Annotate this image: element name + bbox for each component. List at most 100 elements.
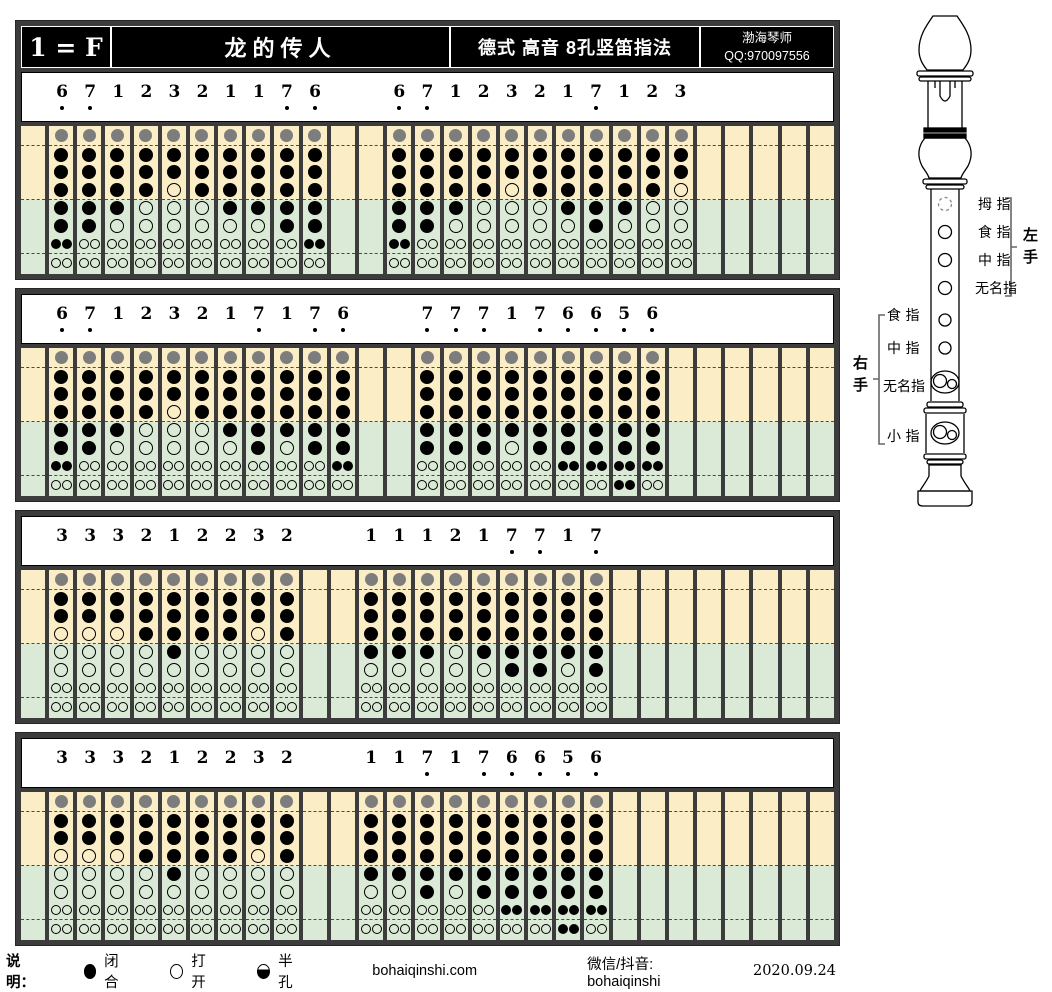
hole-row xyxy=(21,439,45,457)
hole-closed-dot xyxy=(645,440,660,455)
hole-closed-dot xyxy=(645,387,660,402)
hole-row xyxy=(782,625,806,643)
thumb-hole-dot xyxy=(449,129,463,142)
hole-row xyxy=(387,830,411,848)
hole-row xyxy=(162,812,186,830)
hole-row xyxy=(359,625,383,643)
low-octave-dot xyxy=(594,106,599,110)
hole-open-dot xyxy=(223,440,238,455)
double-hole-row xyxy=(443,235,468,254)
thumb-row xyxy=(218,126,243,146)
double-hole-row xyxy=(21,254,45,273)
hole-closed-dot xyxy=(223,201,238,216)
thumb-row xyxy=(105,348,130,368)
small-hole-open-dot xyxy=(146,238,157,249)
hole-row xyxy=(246,200,270,218)
left-hand-zone xyxy=(161,792,186,866)
hole-row xyxy=(584,368,608,386)
small-hole-open-dot xyxy=(388,702,399,712)
hole-row xyxy=(190,830,214,848)
hole-row xyxy=(162,439,186,457)
hole-row xyxy=(21,661,45,679)
hole-closed-dot xyxy=(392,867,407,882)
thumb-hole-dot xyxy=(533,351,547,364)
low-octave-dot xyxy=(425,106,430,110)
hole-closed-dot xyxy=(561,165,576,180)
hole-closed-dot xyxy=(54,387,69,402)
hole-row xyxy=(105,847,129,865)
hole-closed-dot xyxy=(674,165,688,180)
jianpu-digit: 7 xyxy=(533,526,546,546)
fingering-column-empty xyxy=(809,792,834,940)
double-hole-row xyxy=(21,901,45,920)
double-hole-row xyxy=(697,679,722,698)
hole-closed-dot xyxy=(138,165,153,180)
hole-row xyxy=(49,883,73,901)
hole-row xyxy=(49,812,73,830)
double-hole-row xyxy=(49,901,74,920)
hole-row xyxy=(274,146,298,164)
hole-row xyxy=(725,644,749,662)
hole-closed-dot xyxy=(533,591,548,606)
right-hand-zone xyxy=(21,865,45,940)
hole-row xyxy=(753,200,777,218)
hole-row xyxy=(162,608,186,626)
hole-row xyxy=(697,830,721,848)
small-hole-open-dot xyxy=(484,258,495,268)
hole-row xyxy=(641,608,665,626)
double-hole-row xyxy=(331,476,355,495)
small-hole-open-dot xyxy=(360,702,371,712)
hole-row xyxy=(444,830,468,848)
hole-closed-dot xyxy=(307,165,322,180)
double-hole-row xyxy=(162,920,186,939)
hole-closed-dot xyxy=(674,147,688,162)
small-hole-open-dot xyxy=(484,702,495,712)
small-hole-open-dot xyxy=(399,924,410,934)
double-hole-row xyxy=(387,901,412,920)
small-hole-open-dot xyxy=(276,924,286,934)
hole-row xyxy=(810,386,834,404)
small-hole-open-dot xyxy=(557,480,568,490)
small-hole-open-dot xyxy=(191,682,202,693)
hole-open-dot xyxy=(194,662,209,677)
hole-row xyxy=(528,217,552,235)
thumb-row xyxy=(358,348,384,368)
hole-closed-dot xyxy=(82,440,97,455)
left-hand-zone xyxy=(133,348,158,422)
right-hand-zone xyxy=(668,199,694,274)
jianpu-digit: 7 xyxy=(421,82,434,102)
thumb-hole-dot xyxy=(280,129,293,142)
double-hole-row xyxy=(725,235,750,254)
thumb-hole-dot xyxy=(82,573,96,586)
hole-row xyxy=(77,830,101,848)
hole-closed-dot xyxy=(82,609,97,624)
hole-closed-dot xyxy=(392,645,407,660)
thumb-hole-dot xyxy=(646,351,660,364)
left-hand-zone xyxy=(302,570,327,644)
hole-row xyxy=(105,386,129,404)
hole-row xyxy=(387,812,411,830)
left-hand-zone xyxy=(781,126,806,200)
hole-row xyxy=(500,866,524,884)
hole-row xyxy=(303,866,327,884)
hole-closed-dot xyxy=(448,404,463,419)
hole-row xyxy=(528,439,552,457)
right-hand-zone xyxy=(302,865,327,940)
small-hole-open-dot xyxy=(258,904,269,915)
finger-label-l-index: 食 指 xyxy=(978,224,1010,241)
double-hole-row xyxy=(302,901,327,920)
jianpu-digit: 3 xyxy=(252,526,265,546)
hole-row xyxy=(274,847,298,865)
small-hole-open-dot xyxy=(332,480,343,490)
left-hand-zone xyxy=(274,126,299,200)
small-hole-open-dot xyxy=(287,258,297,268)
hole-closed-dot xyxy=(476,609,491,624)
hole-row xyxy=(105,181,129,199)
hole-row xyxy=(753,217,777,235)
double-hole-row xyxy=(669,476,693,495)
fingering-column xyxy=(387,570,412,718)
hole-row xyxy=(105,422,129,440)
small-hole-open-dot xyxy=(653,480,664,490)
small-hole-open-dot xyxy=(416,480,427,490)
small-hole-open-dot xyxy=(445,460,456,471)
